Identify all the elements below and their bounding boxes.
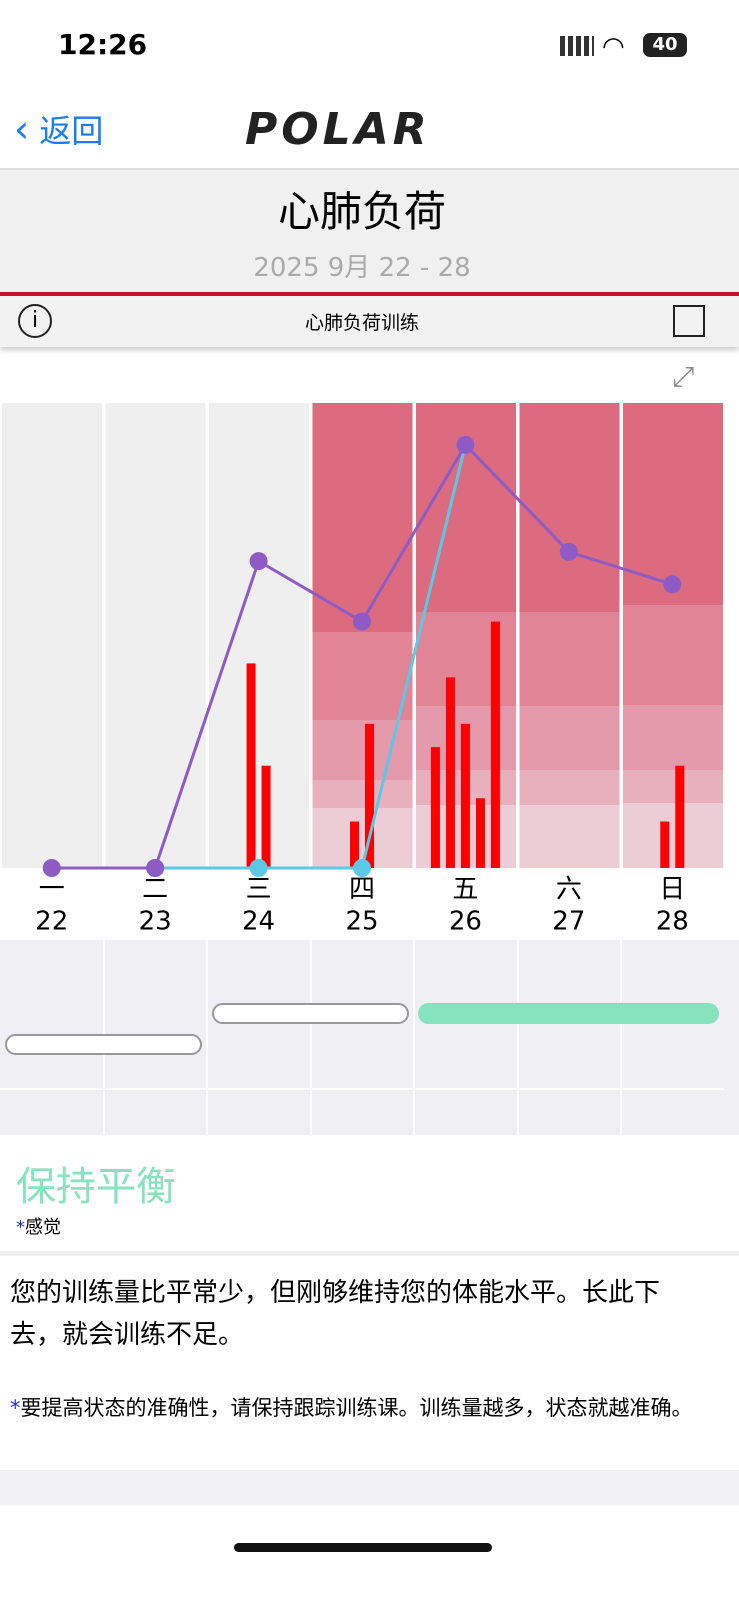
bar — [490, 621, 500, 868]
bar — [475, 798, 485, 868]
expand-icon[interactable]: ⤢ — [672, 360, 695, 393]
grid-line — [413, 940, 415, 1135]
point — [42, 859, 61, 877]
bar — [350, 821, 359, 868]
zone — [623, 803, 723, 868]
logo: POLAR — [245, 104, 431, 155]
bar — [445, 677, 455, 868]
date-range: 2025 9月 22 - 28 — [253, 253, 471, 283]
clock: 12:26 — [58, 28, 148, 61]
bar — [660, 821, 670, 868]
status-title: 保持平衡 — [16, 1164, 176, 1210]
zone — [623, 705, 723, 770]
zone — [519, 770, 620, 805]
status-pill — [212, 1003, 409, 1024]
divider — [0, 168, 739, 170]
column-bg — [2, 403, 102, 868]
caption: 感觉 — [25, 1217, 61, 1238]
date-label: 26 — [449, 907, 482, 937]
point — [249, 859, 268, 877]
zone — [519, 805, 620, 868]
x-tick-label: 一 — [39, 875, 65, 905]
x-tick-label: 五 — [452, 875, 478, 905]
bar — [430, 747, 440, 868]
date-label: 22 — [35, 907, 68, 937]
zone — [519, 403, 620, 612]
info-button[interactable]: i — [18, 304, 52, 338]
chart: 一22 二23 三24 四25 五26 六27 日28 — [2, 403, 723, 937]
line — [155, 444, 467, 870]
accent-line — [0, 292, 739, 296]
zone — [312, 403, 413, 632]
asterisk: * — [16, 1217, 25, 1238]
battery: 40 — [643, 33, 687, 57]
bar — [675, 765, 685, 868]
date-label: 23 — [139, 907, 172, 937]
back-button[interactable]: ‹ 返回 — [14, 106, 103, 152]
home-indicator — [234, 1543, 492, 1552]
point — [456, 435, 475, 454]
point — [353, 612, 371, 631]
zone — [623, 403, 723, 605]
x-tick-label: 六 — [556, 875, 582, 905]
footer-band — [0, 1470, 739, 1505]
column-bg — [105, 403, 206, 868]
status-pill — [5, 1034, 202, 1055]
divider — [0, 1251, 739, 1256]
point — [146, 859, 165, 877]
tab-label: 心肺负荷训练 — [304, 312, 419, 334]
wifi: ◠ — [602, 32, 625, 62]
asterisk: * — [10, 1396, 21, 1420]
status-grid — [0, 940, 739, 1135]
bar — [460, 723, 470, 868]
zone — [312, 632, 413, 720]
x-tick-label: 二 — [142, 875, 168, 905]
point — [559, 542, 578, 561]
signal — [560, 36, 594, 56]
zone — [623, 770, 723, 803]
bar — [246, 663, 256, 868]
x-tick-label: 四 — [349, 875, 375, 905]
point — [353, 859, 371, 877]
column-bg — [209, 403, 309, 868]
zone — [519, 706, 620, 770]
zone — [312, 808, 413, 868]
back-label: 返回 — [39, 112, 104, 150]
point — [249, 552, 268, 571]
bar — [365, 723, 374, 868]
tab-bar: i 心肺负荷训练 — [0, 296, 739, 347]
title-area: 心肺负荷 2025 9月 22 - 28 — [0, 170, 739, 292]
status-caption: *感觉 — [16, 1213, 61, 1239]
grid-line — [0, 1088, 724, 1090]
page-title: 心肺负荷 — [277, 187, 446, 236]
date-label: 27 — [552, 907, 585, 937]
description: 您的训练量比平常少，但刚够维持您的体能水平。长此下去，就会训练不足。 — [10, 1278, 661, 1350]
zone — [519, 612, 620, 706]
grid-line — [620, 940, 622, 1135]
date-label: 28 — [656, 907, 689, 937]
zone — [416, 612, 516, 706]
back-arrow: ‹ — [14, 107, 30, 151]
zone — [623, 605, 723, 705]
point — [663, 575, 682, 594]
grid-line — [517, 940, 519, 1135]
status-pill — [418, 1003, 719, 1024]
export-button[interactable] — [673, 305, 705, 337]
date-label: 24 — [242, 907, 275, 937]
date-label: 25 — [345, 907, 378, 937]
bar — [261, 765, 271, 868]
note: 要提高状态的准确性，请保持跟踪训练课。训练量越多，状态就越准确。 — [20, 1396, 693, 1420]
x-tick-label: 三 — [246, 875, 272, 905]
zone — [312, 780, 413, 808]
footnote: *要提高状态的准确性，请保持跟踪训练课。训练量越多，状态就越准确。 — [10, 1393, 710, 1424]
columns — [2, 403, 723, 868]
x-tick-label: 日 — [659, 875, 685, 905]
grid-line — [206, 940, 208, 1135]
grid-line — [310, 940, 312, 1135]
